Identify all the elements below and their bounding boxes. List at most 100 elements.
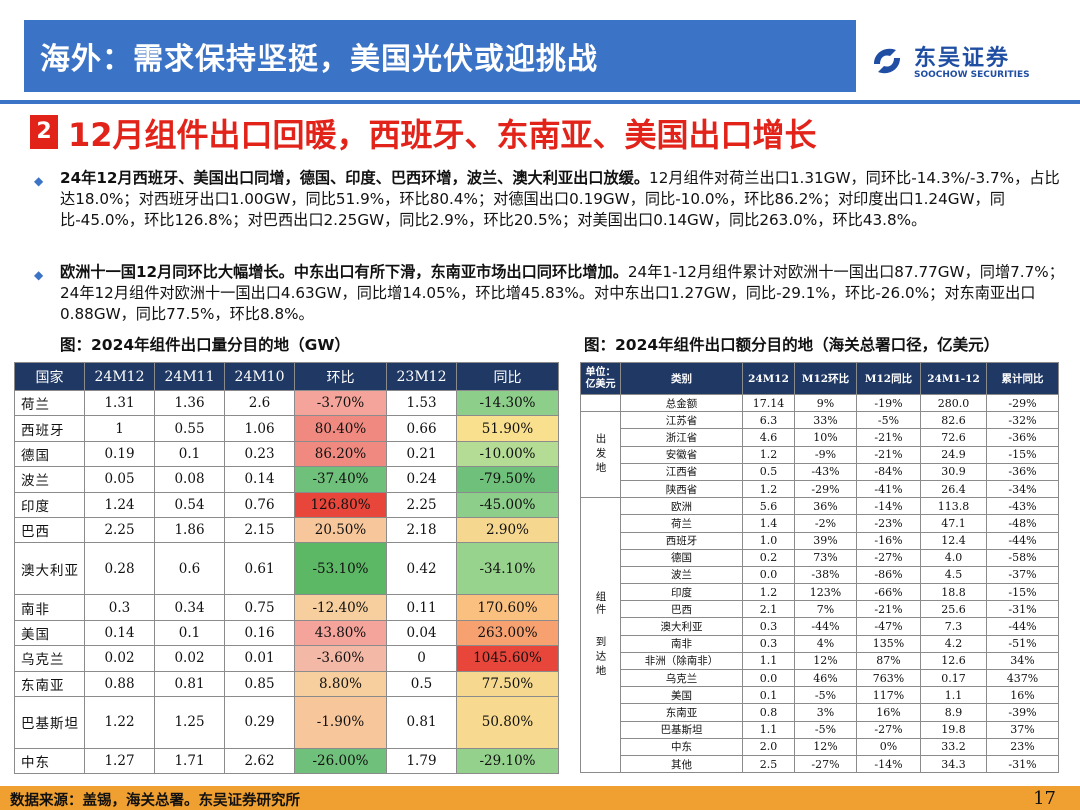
value-cell: 0.6: [154, 542, 225, 596]
value-cell: -15%: [986, 583, 1059, 602]
category-cell: 中东: [620, 737, 743, 756]
column-header: 国家: [14, 362, 85, 391]
value-cell: 4.6: [742, 428, 795, 447]
value-cell: -79.50%: [456, 466, 559, 493]
value-cell: 39%: [794, 531, 857, 550]
right-table-caption: 图：2024年组件出口额分目的地（海关总署口径，亿美元）: [584, 336, 1000, 354]
value-cell: 0.81: [386, 695, 457, 749]
value-cell: -38%: [794, 565, 857, 585]
value-cell: 0.66: [386, 415, 457, 442]
table-row: 东南亚 0.88 0.81 0.85 8.80% 0.5 77.50%: [14, 670, 559, 697]
value-cell: 0.81: [154, 670, 225, 697]
value-cell: 763%: [856, 668, 921, 688]
value-cell: 1.79: [386, 747, 457, 775]
header-banner: 海外：需求保持坚挺，美国光伏或迎挑战: [24, 20, 856, 92]
section-title: 12月组件出口回暖，西班牙、东南亚、美国出口增长: [68, 116, 817, 154]
table-row: 巴西 2.1 7% -21% 25.6 -31%: [581, 600, 1059, 619]
value-cell: -5%: [794, 686, 857, 705]
value-cell: 73%: [794, 548, 857, 567]
value-cell: -26.00%: [294, 747, 387, 775]
table-row: 乌克兰 0.0 46% 763% 0.17 437%: [581, 668, 1059, 688]
table-row: 总金额 17.14 9% -19% 280.0 -29%: [580, 393, 1059, 413]
value-cell: -29.10%: [456, 747, 559, 775]
country-cell: 德国: [14, 440, 85, 468]
bullet-point-2: ◆ 欧洲十一国12月同环比大幅增长。中东出口有所下滑，东南亚市场出口同环比增加。…: [34, 262, 1064, 325]
value-cell: 1.4: [742, 514, 795, 533]
value-cell: 2.25: [84, 516, 155, 544]
value-cell: -47%: [856, 617, 921, 636]
value-cell: 2.6: [224, 389, 295, 417]
value-cell: -48%: [986, 514, 1059, 533]
value-cell: 16%: [986, 686, 1059, 705]
value-cell: 0.24: [386, 466, 457, 493]
bullet-1-text: 12月组件对荷兰出口1.31GW，同环比-14.3%/-3.7%，占比达18.0…: [60, 169, 1060, 229]
value-cell: 0.55: [154, 415, 225, 442]
value-cell: 0.08: [154, 466, 225, 493]
value-cell: 12%: [794, 737, 857, 756]
value-cell: 72.6: [920, 428, 987, 447]
value-cell: 1.2: [742, 583, 795, 602]
value-cell: 0.23: [224, 440, 295, 468]
value-cell: 0.29: [224, 695, 295, 749]
table-row: 东南亚 0.8 3% 16% 8.9 -39%: [581, 703, 1059, 722]
table-row: 美国 0.14 0.1 0.16 43.80% 0.04 263.00%: [14, 619, 559, 647]
value-cell: -27%: [856, 548, 921, 567]
table-row: 巴西 2.25 1.86 2.15 20.50% 2.18 2.90%: [14, 516, 559, 544]
value-cell: 0.16: [224, 619, 295, 647]
page-number: 17: [1033, 788, 1056, 809]
value-cell: 12.4: [920, 531, 987, 550]
value-cell: 4.2: [920, 634, 987, 653]
value-cell: 26.4: [920, 479, 987, 499]
value-cell: 17.14: [742, 393, 795, 413]
value-cell: 0.05: [84, 466, 155, 493]
country-cell: 东南亚: [14, 670, 85, 697]
value-cell: -23%: [856, 514, 921, 533]
company-logo: 东吴证券 SOOCHOW SECURITIES: [870, 40, 1050, 86]
category-cell: 德国: [620, 548, 743, 567]
group-cell: [580, 393, 621, 413]
value-cell: 47.1: [920, 514, 987, 533]
value-cell: 2.15: [224, 516, 295, 544]
value-cell: 0.11: [386, 594, 457, 621]
table-row: 中东 2.0 12% 0% 33.2 23%: [581, 737, 1059, 756]
value-cell: -37%: [986, 565, 1059, 585]
category-cell: 印度: [620, 583, 743, 602]
value-cell: 10%: [794, 428, 857, 447]
value-cell: 1.86: [154, 516, 225, 544]
table-row: 出发地 江苏省 6.3 33% -5% 82.6 -32%: [580, 411, 1059, 499]
data-source: 数据来源：盖锡，海关总署。东吴证券研究所: [10, 793, 300, 809]
value-cell: -31%: [986, 600, 1059, 619]
table-row: 澳大利亚 0.3 -44% -47% 7.3 -44%: [581, 617, 1059, 636]
table-row: 西班牙 1.0 39% -16% 12.4 -44%: [581, 531, 1059, 550]
diamond-bullet-icon: ◆: [34, 174, 44, 188]
value-cell: 1.24: [84, 491, 155, 518]
value-cell: -21%: [856, 600, 921, 619]
category-cell: 陕西省: [620, 479, 743, 499]
value-cell: 0.75: [224, 594, 295, 621]
country-cell: 澳大利亚: [14, 542, 85, 596]
table-row: 南非 0.3 4% 135% 4.2 -51%: [581, 634, 1059, 653]
bullet-2-text: 24年1-12月组件累计对欧洲十一国出口87.77GW，同增7.7%；24年12…: [60, 263, 1064, 323]
value-cell: -14%: [856, 497, 921, 516]
value-cell: 3%: [794, 703, 857, 722]
value-cell: 12%: [794, 651, 857, 671]
value-cell: 37%: [986, 720, 1059, 739]
value-cell: 50.80%: [456, 695, 559, 749]
value-cell: -36%: [986, 462, 1059, 481]
group-label-product: 组件: [594, 590, 607, 616]
value-cell: 2.18: [386, 516, 457, 544]
table-row: 中东 1.27 1.71 2.62 -26.00% 1.79 -29.10%: [14, 747, 559, 775]
value-cell: 0.14: [224, 466, 295, 493]
table-header-row: 国家 24M12 24M11 24M10 环比 23M12 同比: [14, 362, 559, 391]
category-cell: 非洲（除南非）: [620, 651, 743, 671]
value-cell: 1.22: [84, 695, 155, 749]
value-cell: 123%: [794, 583, 857, 602]
value-cell: 126.80%: [294, 491, 387, 518]
value-cell: 2.25: [386, 491, 457, 518]
table-row: 荷兰 1.4 -2% -23% 47.1 -48%: [581, 514, 1059, 533]
logo-text-en: SOOCHOW SECURITIES: [914, 70, 1030, 80]
column-header: 单位：亿美元: [580, 362, 621, 395]
value-cell: -14.30%: [456, 389, 559, 417]
country-cell: 美国: [14, 619, 85, 647]
value-cell: -43%: [986, 497, 1059, 516]
